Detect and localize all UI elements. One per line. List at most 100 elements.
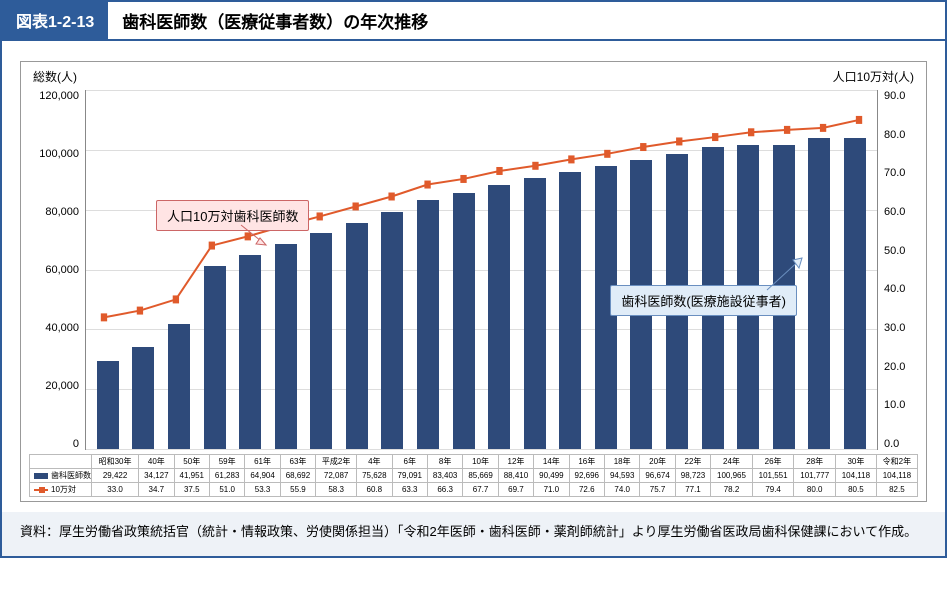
- category-cell: 12年: [498, 455, 533, 469]
- line-value-cell: 80.5: [836, 483, 877, 497]
- y-right-tick: 70.0: [884, 167, 918, 179]
- bar-value-cell: 96,674: [640, 469, 675, 483]
- bars-group: [86, 90, 877, 449]
- bar-value-cell: 29,422: [92, 469, 139, 483]
- category-cell: 昭和30年: [92, 455, 139, 469]
- y-left-tick: 0: [29, 438, 79, 450]
- callout-bar-label: 歯科医師数(医療施設従事者): [610, 285, 797, 316]
- y-left-axis-label: 総数(人): [33, 68, 77, 85]
- bar-value-cell: 61,283: [209, 469, 244, 483]
- bar: [275, 244, 297, 450]
- line-value-cell: 34.7: [139, 483, 174, 497]
- bar-value-cell: 94,593: [604, 469, 639, 483]
- bar: [132, 347, 154, 449]
- category-cell: 10年: [463, 455, 498, 469]
- line-value-cell: 77.1: [675, 483, 710, 497]
- callout-line-label: 人口10万対歯科医師数: [156, 200, 309, 231]
- category-cell: 16年: [569, 455, 604, 469]
- y-right-tick: 0.0: [884, 438, 918, 450]
- figure-number: 図表1-2-13: [2, 2, 108, 41]
- bar-value-cell: 92,696: [569, 469, 604, 483]
- category-cell: 8年: [427, 455, 462, 469]
- line-value-cell: 75.7: [640, 483, 675, 497]
- line-value-cell: 37.5: [174, 483, 209, 497]
- category-cell: 4年: [357, 455, 392, 469]
- bar-value-cell: 101,551: [752, 469, 794, 483]
- bar: [204, 266, 226, 449]
- bar: [524, 178, 546, 449]
- category-cell: 平成2年: [316, 455, 357, 469]
- bar: [488, 185, 510, 449]
- figure-container: 図表1-2-13 歯科医師数（医療従事者数）の年次推移 総数(人) 人口10万対…: [0, 0, 947, 558]
- line-value-cell: 69.7: [498, 483, 533, 497]
- y-right-ticks: 90.080.070.060.050.040.030.020.010.00.0: [878, 72, 918, 450]
- chart-area: 総数(人) 人口10万対(人) 120,000100,00080,00060,0…: [2, 41, 945, 512]
- line-value-cell: 33.0: [92, 483, 139, 497]
- bar: [453, 193, 475, 449]
- bar: [559, 172, 581, 449]
- category-cell: 28年: [794, 455, 836, 469]
- line-value-cell: 66.3: [427, 483, 462, 497]
- category-cell: 61年: [245, 455, 280, 469]
- category-cell: 63年: [280, 455, 315, 469]
- y-right-tick: 30.0: [884, 322, 918, 334]
- line-value-cell: 80.0: [794, 483, 836, 497]
- y-right-tick: 90.0: [884, 90, 918, 102]
- bar-value-cell: 98,723: [675, 469, 710, 483]
- bar: [97, 361, 119, 449]
- table-corner: [30, 455, 92, 469]
- line-value-cell: 74.0: [604, 483, 639, 497]
- y-left-tick: 20,000: [29, 380, 79, 392]
- line-value-cell: 79.4: [752, 483, 794, 497]
- category-cell: 20年: [640, 455, 675, 469]
- y-right-tick: 80.0: [884, 129, 918, 141]
- bar: [346, 223, 368, 449]
- legend-line-cell: 10万対: [30, 483, 92, 497]
- bar-value-cell: 83,403: [427, 469, 462, 483]
- bar: [239, 255, 261, 449]
- bar: [844, 138, 866, 449]
- category-cell: 6年: [392, 455, 427, 469]
- bar-value-cell: 101,777: [794, 469, 836, 483]
- bar-value-cell: 64,904: [245, 469, 280, 483]
- category-cell: 14年: [534, 455, 569, 469]
- bar: [168, 324, 190, 450]
- bar-value-cell: 75,628: [357, 469, 392, 483]
- bar: [808, 138, 830, 449]
- legend-bar-cell: 歯科医師数: [30, 469, 92, 483]
- bar-value-cell: 72,087: [316, 469, 357, 483]
- y-right-tick: 50.0: [884, 245, 918, 257]
- bar-value-cell: 100,965: [711, 469, 753, 483]
- y-left-tick: 80,000: [29, 206, 79, 218]
- category-cell: 50年: [174, 455, 209, 469]
- y-left-tick: 40,000: [29, 322, 79, 334]
- bar: [381, 212, 403, 449]
- y-right-tick: 40.0: [884, 283, 918, 295]
- line-value-cell: 53.3: [245, 483, 280, 497]
- title-bar: 図表1-2-13 歯科医師数（医療従事者数）の年次推移: [2, 2, 945, 41]
- bar-value-cell: 79,091: [392, 469, 427, 483]
- line-value-cell: 78.2: [711, 483, 753, 497]
- bar-value-cell: 104,118: [876, 469, 917, 483]
- y-right-tick: 20.0: [884, 361, 918, 373]
- category-cell: 24年: [711, 455, 753, 469]
- line-value-cell: 67.7: [463, 483, 498, 497]
- line-value-cell: 58.3: [316, 483, 357, 497]
- category-cell: 22年: [675, 455, 710, 469]
- line-value-cell: 72.6: [569, 483, 604, 497]
- line-value-cell: 82.5: [876, 483, 917, 497]
- bar-value-cell: 34,127: [139, 469, 174, 483]
- bar: [417, 200, 439, 450]
- category-cell: 令和2年: [876, 455, 917, 469]
- line-value-cell: 55.9: [280, 483, 315, 497]
- bar-value-cell: 41,951: [174, 469, 209, 483]
- chart-box: 総数(人) 人口10万対(人) 120,000100,00080,00060,0…: [20, 61, 927, 502]
- category-cell: 26年: [752, 455, 794, 469]
- y-right-axis-label: 人口10万対(人): [833, 68, 914, 85]
- line-value-cell: 63.3: [392, 483, 427, 497]
- category-cell: 30年: [836, 455, 877, 469]
- y-right-tick: 10.0: [884, 399, 918, 411]
- plot-region: 人口10万対歯科医師数 歯科医師数(医療施設従事者): [85, 90, 878, 450]
- bar-value-cell: 85,669: [463, 469, 498, 483]
- bar-value-cell: 68,692: [280, 469, 315, 483]
